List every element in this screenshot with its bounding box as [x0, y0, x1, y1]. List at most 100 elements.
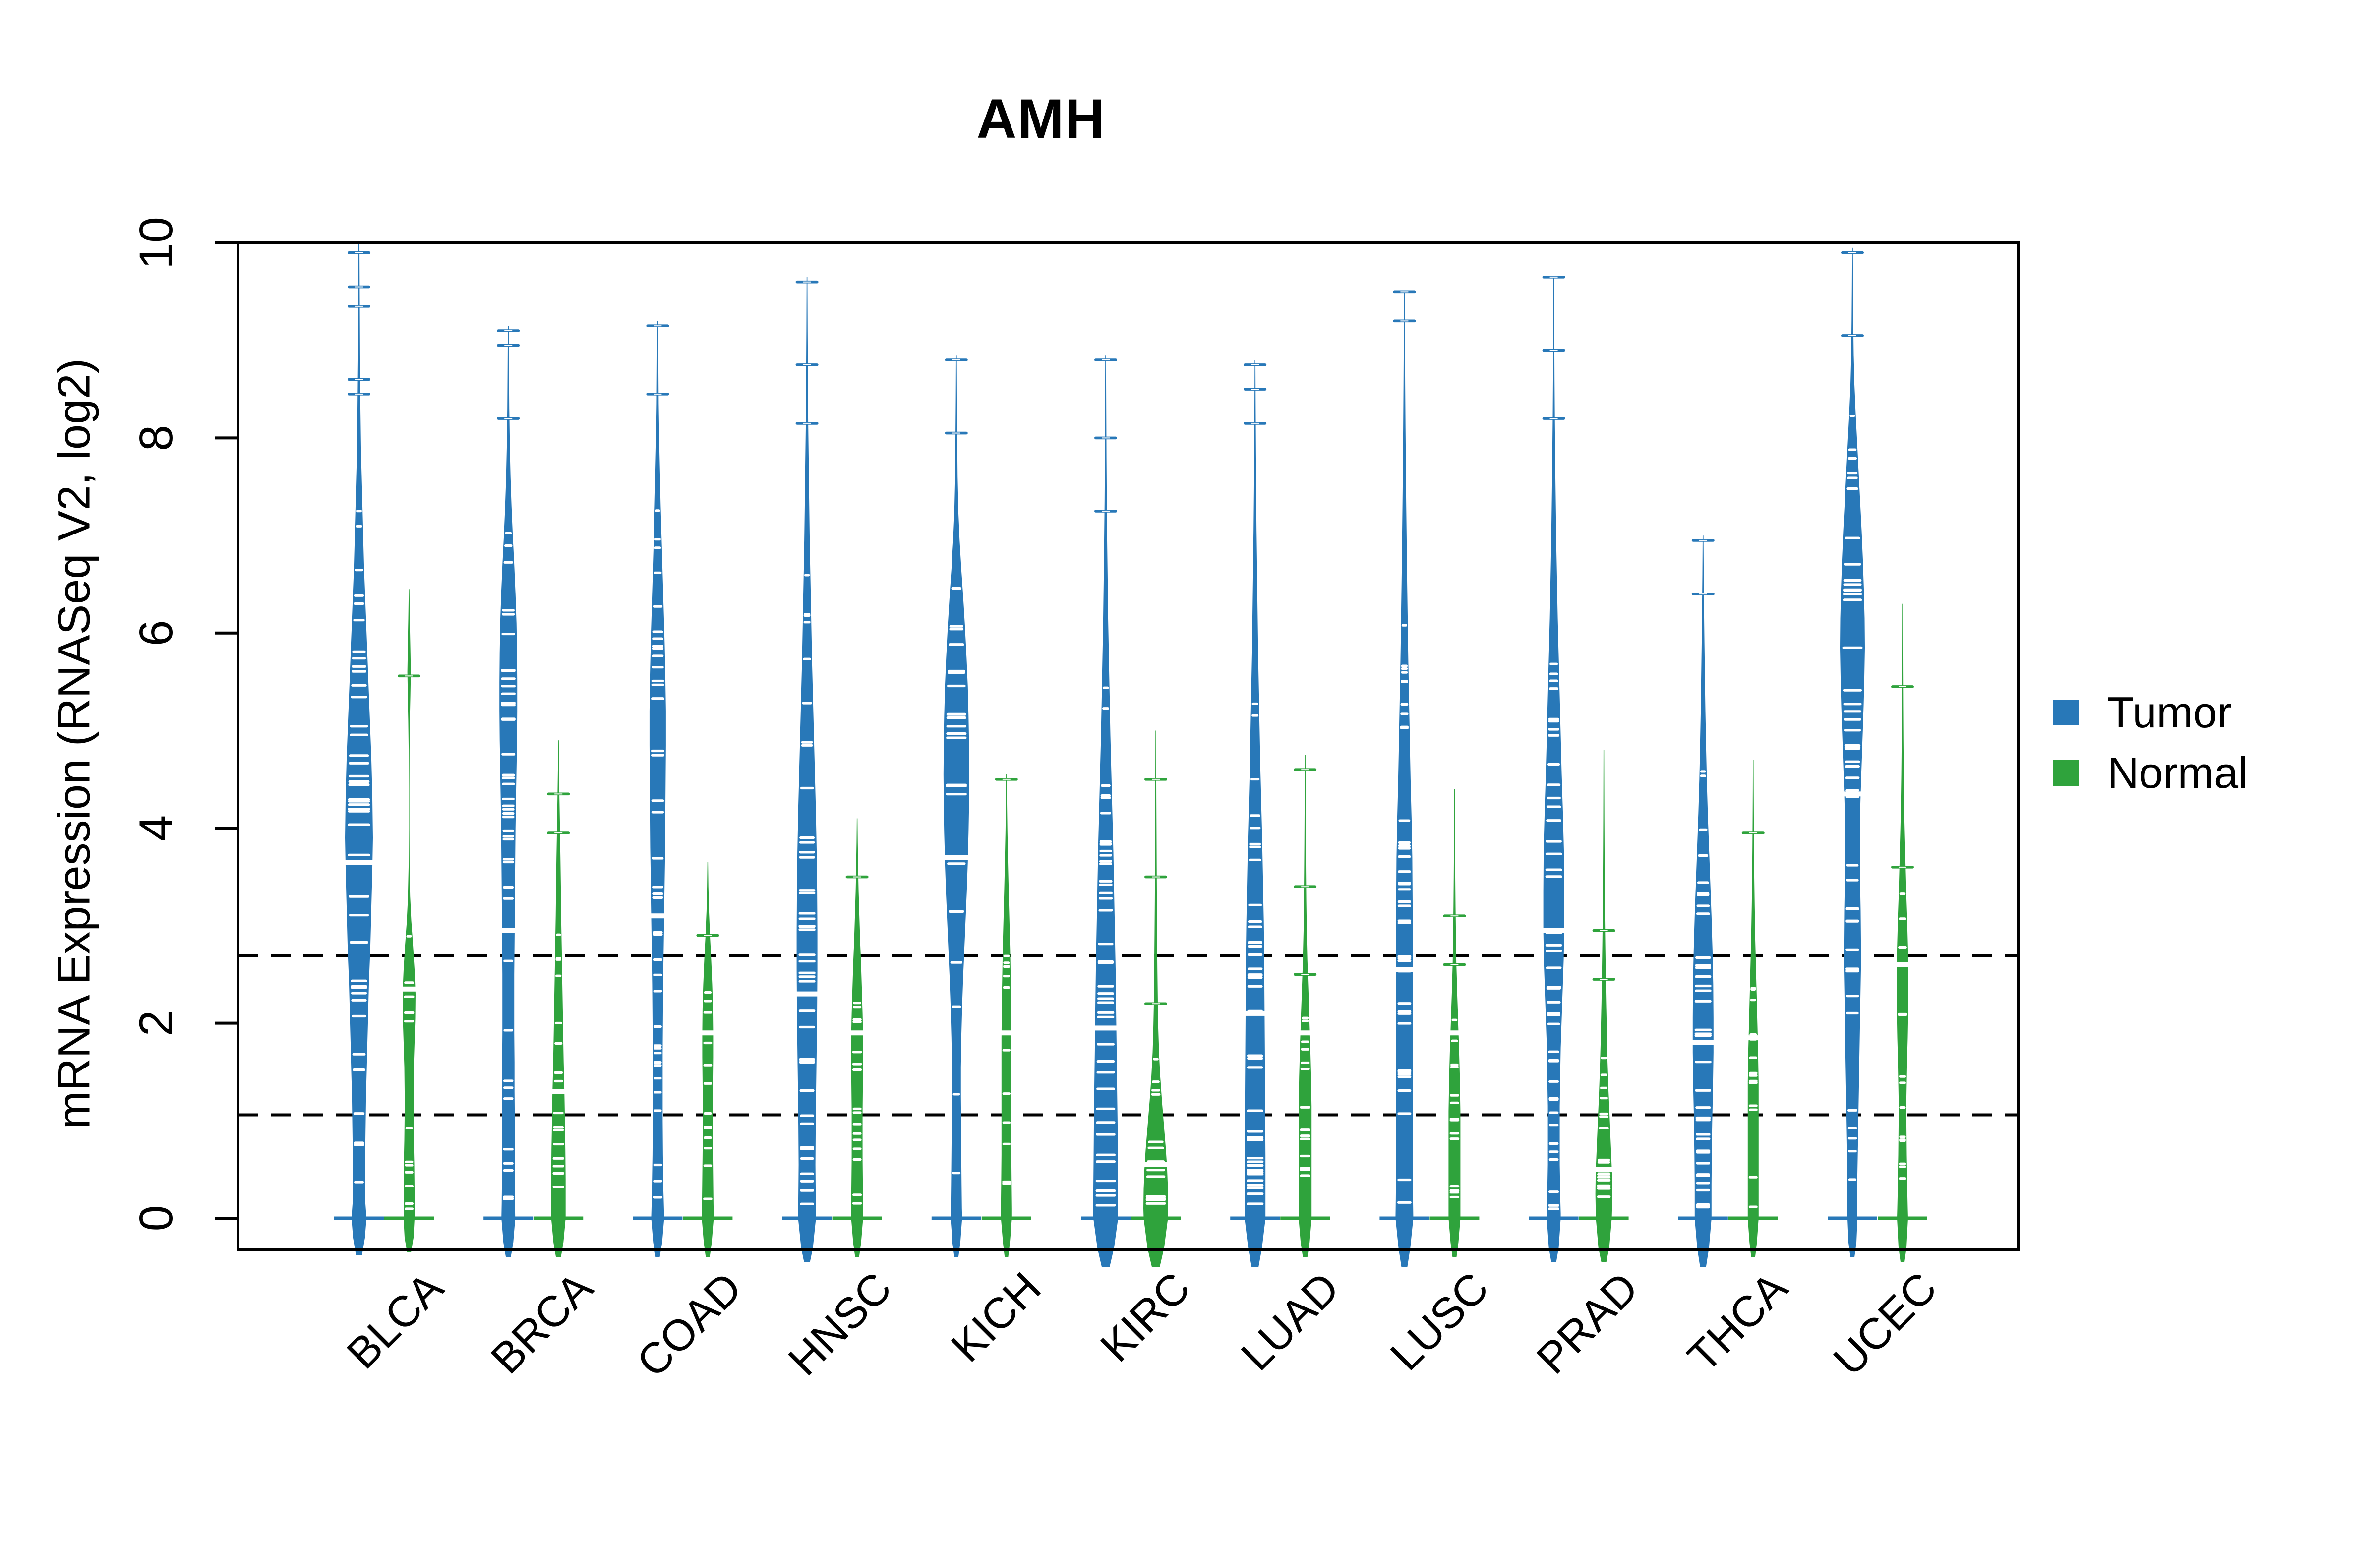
sample-line	[1899, 1135, 1906, 1138]
sample-line	[1549, 662, 1558, 665]
median-line-HNSC	[792, 991, 822, 997]
sample-line	[1003, 965, 1010, 968]
outlier-line-gap	[654, 325, 662, 327]
sample-line	[351, 986, 367, 989]
violin-tumor-COAD	[649, 321, 666, 1257]
sample-line	[1003, 954, 1010, 957]
sample-line	[1248, 953, 1263, 956]
sample-line	[502, 808, 515, 811]
sample-line	[852, 1123, 862, 1126]
sample-line	[1247, 1138, 1264, 1141]
sample-line	[949, 643, 964, 646]
sample-line	[1548, 1207, 1559, 1210]
sample-line	[1246, 1157, 1264, 1160]
plot-box	[237, 241, 2020, 1251]
sample-line	[703, 1164, 713, 1167]
sample-line	[654, 571, 662, 574]
sample-line	[654, 1091, 662, 1094]
y-tick-label: 8	[130, 425, 182, 451]
sample-line	[653, 973, 662, 976]
sample-line	[852, 1111, 862, 1114]
sample-line	[946, 736, 967, 739]
sample-line	[1300, 1106, 1310, 1109]
sample-line	[1097, 1001, 1115, 1004]
outlier-line-gap	[1152, 876, 1160, 878]
outlier-line-gap	[803, 422, 811, 424]
sample-line	[1899, 1106, 1906, 1109]
zero-line	[534, 1216, 584, 1220]
outlier-line-gap	[803, 364, 811, 365]
sample-line	[653, 1025, 662, 1028]
outlier-line-gap	[355, 286, 363, 288]
sample-line	[654, 1109, 662, 1112]
outlier-line-gap	[554, 832, 563, 834]
sample-line	[502, 860, 514, 864]
outlier-line-gap	[1699, 539, 1707, 541]
sample-line	[1695, 1119, 1711, 1122]
sample-line	[1099, 849, 1112, 853]
sample-line	[1397, 1178, 1412, 1182]
violin-normal-HNSC	[851, 818, 863, 1257]
sample-line	[503, 1079, 514, 1082]
sample-line	[1548, 1080, 1559, 1083]
sample-line	[1548, 734, 1560, 737]
sample-line	[798, 924, 816, 928]
sample-line	[652, 645, 663, 648]
sample-line	[1844, 718, 1861, 721]
outlier-line-gap	[1450, 915, 1459, 917]
sample-line	[1899, 1165, 1906, 1168]
sample-line	[1842, 646, 1863, 649]
outlier-line-gap	[1152, 778, 1160, 780]
sample-line	[1847, 1109, 1857, 1112]
violin-normal-COAD	[702, 862, 714, 1257]
sample-line	[1247, 1054, 1263, 1057]
sample-line	[1548, 1190, 1559, 1193]
sample-line	[1748, 1205, 1758, 1208]
sample-line	[1146, 1169, 1165, 1172]
sample-line	[1547, 796, 1561, 800]
sample-line	[352, 1053, 366, 1056]
sample-line	[1097, 997, 1115, 1000]
sample-line	[1843, 710, 1862, 713]
sample-line	[852, 1193, 862, 1196]
sample-line	[800, 1114, 815, 1117]
sample-line	[1096, 1060, 1115, 1063]
sample-line	[1599, 1127, 1609, 1129]
sample-line	[799, 836, 815, 839]
sample-line	[654, 538, 661, 541]
sample-line	[503, 897, 514, 900]
sample-line	[798, 960, 816, 963]
outlier-line-gap	[1600, 930, 1608, 931]
sample-line	[1397, 1089, 1412, 1092]
sample-line	[704, 1000, 712, 1003]
sample-line	[1400, 703, 1409, 706]
sample-line	[1100, 812, 1112, 815]
outlier-line-gap	[1549, 350, 1558, 351]
sample-line	[1748, 1081, 1758, 1084]
sample-line	[1248, 903, 1262, 906]
sample-line	[1597, 1187, 1611, 1190]
sample-line	[502, 797, 515, 801]
sample-line	[1696, 1182, 1710, 1185]
sample-line	[852, 1006, 862, 1009]
sample-line	[1844, 536, 1860, 539]
sample-line	[704, 991, 712, 994]
sample-line	[1545, 868, 1562, 871]
sample-line	[1095, 1153, 1116, 1156]
sample-line	[1096, 1107, 1116, 1110]
outlier-line-gap	[952, 432, 960, 434]
sample-line	[1449, 1117, 1460, 1121]
sample-line	[1696, 1162, 1711, 1165]
sample-line	[1251, 714, 1259, 717]
sample-line	[1451, 1018, 1458, 1021]
sample-line	[798, 912, 816, 915]
sample-line	[1548, 1111, 1559, 1114]
median-line-BRCA	[548, 1089, 569, 1094]
outlier-line-gap	[1102, 437, 1110, 439]
sample-line	[800, 786, 814, 790]
violin-normal-THCA	[1747, 760, 1759, 1257]
sample-line	[1694, 984, 1712, 988]
zero-line	[483, 1216, 534, 1220]
sample-line	[952, 1005, 961, 1008]
violin-tumor-THCA	[1692, 535, 1714, 1267]
